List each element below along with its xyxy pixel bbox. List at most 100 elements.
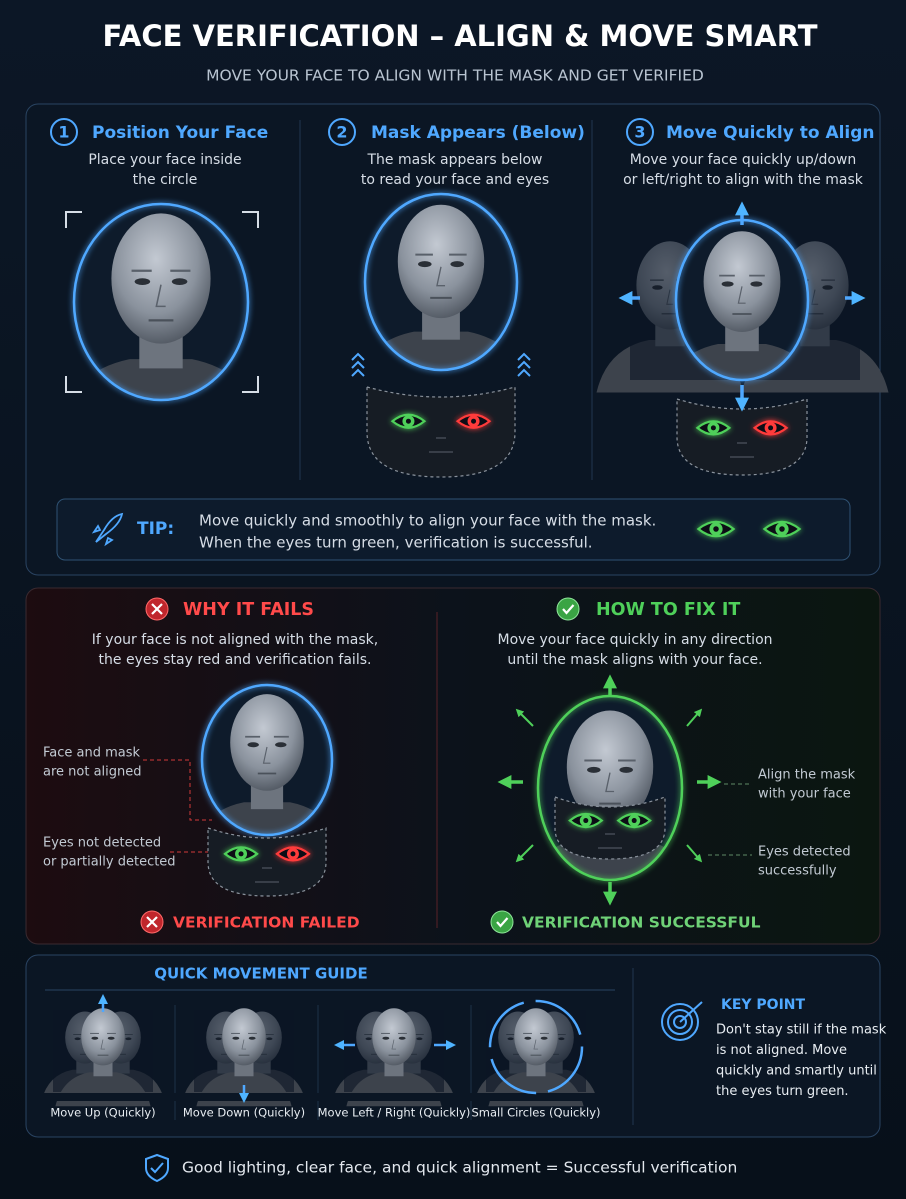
face-oval [363,192,519,372]
head [111,213,211,344]
key-text: quickly and smartly until [716,1064,877,1079]
eye [418,261,432,268]
chevron [351,360,365,369]
eye-icon [568,812,604,829]
eye-icon [616,812,652,829]
eye-icon [390,413,427,429]
badge-icon [562,604,575,615]
pupil [290,851,296,857]
pupil [710,425,716,431]
corner-bracket [65,376,82,393]
nose [262,746,271,764]
head [703,231,781,332]
pupil [238,851,244,857]
nose [436,266,446,287]
step-circle [50,118,78,146]
pupil [779,526,785,532]
pupil [631,818,637,824]
step-circle [626,118,654,146]
step-title: Mask Appears (Below) [371,123,585,143]
step-text: to read your face and eyes [361,172,549,188]
status: VERIFICATION SUCCESSFUL [522,914,761,932]
face [202,694,332,835]
target-dart [679,1001,703,1023]
mask [366,386,516,478]
rocket-icon [91,512,124,547]
pupil [405,418,411,424]
badge [490,910,514,934]
key-text: the eyes turn green. [716,1084,849,1099]
tip-text: Move quickly and smoothly to align your … [199,512,656,530]
pupil [768,425,774,431]
guide-title: QUICK MOVEMENT GUIDE [154,965,367,983]
callout: Eyes detected [758,845,851,860]
target-ring [673,1015,687,1029]
pupil [471,418,477,424]
head [230,694,304,791]
head [81,1008,125,1066]
head [397,204,485,319]
eye-icon [696,520,736,538]
eye [232,1036,240,1040]
nose [737,286,746,304]
eye [382,1036,390,1040]
mask [207,827,327,897]
eye-icon [455,413,492,429]
shoulders [676,344,808,380]
eye [91,1036,99,1040]
target-ring [661,1003,699,1041]
guide-label: Move Down (Quickly) [183,1106,305,1120]
corner-bracket [65,211,82,228]
head [566,710,654,824]
nose [155,284,166,308]
key-text: is not aligned. Move [716,1043,847,1058]
eye-icon [752,420,789,436]
guide-label: Move Left / Right (Quickly) [318,1106,471,1120]
callout: are not aligned [43,765,142,780]
badge-icon [496,917,509,928]
tip-box [56,498,851,561]
head [222,1008,266,1066]
subtitle: MOVE YOUR FACE TO ALIGN WITH THE MASK AN… [206,67,704,85]
guide-label: Move Up (Quickly) [50,1106,155,1120]
shoulders [202,802,332,835]
shield-icon [145,1153,169,1183]
chevron [517,360,531,369]
title: FACE VERIFICATION – ALIGN & MOVE SMART [102,19,817,53]
veil-base [40,1093,620,1101]
nose [533,1039,539,1050]
eye [587,766,601,773]
step-number: 1 [58,123,69,142]
face [676,231,808,380]
eye [171,278,188,286]
step-circle [328,118,356,146]
section-title: HOW TO FIX IT [596,600,740,620]
face [365,204,517,370]
step-number: 3 [634,123,645,142]
section-text: until the mask aligns with your face. [507,652,762,668]
corner-bracket [242,376,259,393]
step-text: Move your face quickly up/down [630,152,857,168]
arrow [515,708,534,727]
callout: Eyes not detected [43,836,161,851]
eye [721,281,734,287]
guide-label: Small Circles (Quickly) [471,1106,600,1120]
eye [398,1036,406,1040]
shoulders [365,331,517,370]
eye [450,261,464,268]
target-ring [667,1009,693,1035]
mask [554,796,666,860]
eye [540,1036,548,1040]
eye [524,1036,532,1040]
shoulders [538,837,682,880]
face-oval [200,683,334,837]
step-text: Place your face inside [88,152,241,168]
callout-line [143,759,212,821]
eye [275,742,287,748]
corner-bracket [242,211,259,228]
key-title: KEY POINT [721,997,806,1013]
chevron [351,368,365,377]
eye-icon [762,520,802,538]
callout: or partially detected [43,855,176,870]
chevron [517,352,531,361]
